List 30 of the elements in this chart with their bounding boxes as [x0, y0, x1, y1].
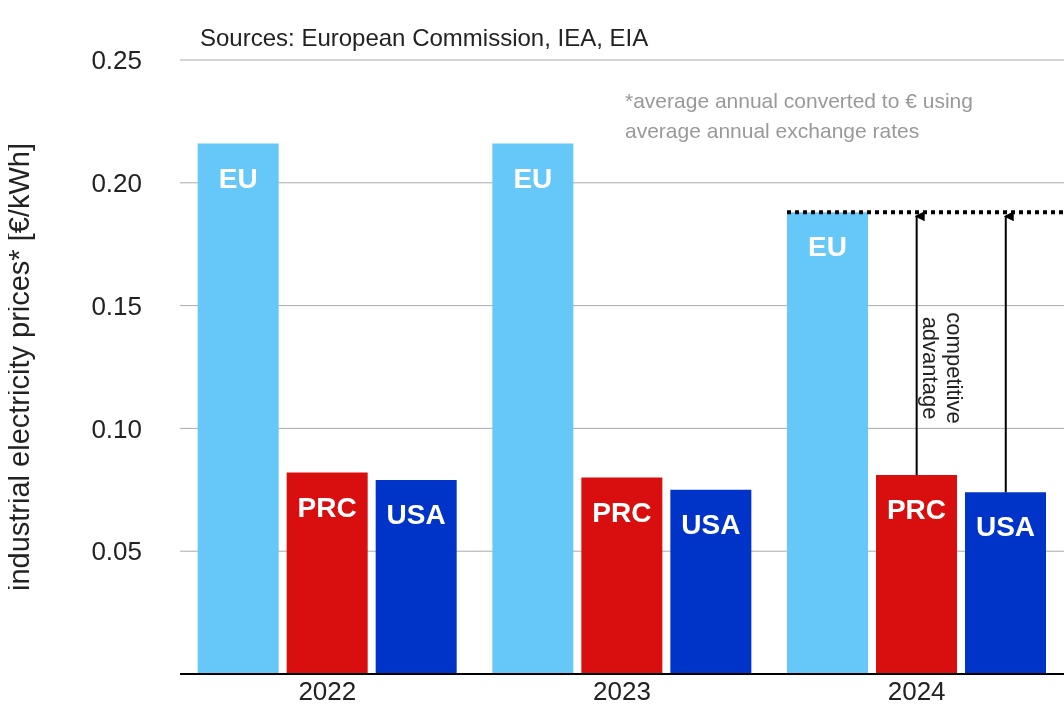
x-tick-label: 2022: [298, 676, 357, 707]
y-tick-label: 0.05: [91, 536, 142, 567]
text: PRC: [297, 491, 357, 523]
series-label: PRC: [592, 496, 652, 528]
y-tick-label: 0.15: [91, 290, 142, 321]
x-tick-label: 2024: [887, 676, 946, 707]
text: PRC: [886, 494, 947, 526]
bar: [492, 143, 574, 674]
y-axis-title: industrial electricity prices* [€/kWh]: [3, 142, 36, 592]
bar: [197, 143, 279, 674]
series-label: USA: [681, 508, 741, 540]
text: USA: [386, 498, 446, 530]
bar: [670, 489, 752, 674]
text: USA: [975, 511, 1036, 543]
bar: [286, 472, 368, 674]
text: EU: [513, 162, 553, 194]
y-tick-label: 0.10: [91, 413, 142, 444]
y-tick-label: 0.25: [91, 45, 142, 76]
source-note: Sources: European Commission, IEA, EIA: [200, 24, 649, 51]
series-label: EU: [218, 162, 258, 194]
bar: [965, 492, 1047, 674]
bar: [375, 479, 457, 674]
y-tick-label: 0.20: [91, 168, 142, 199]
bar: [876, 475, 958, 674]
bar: [787, 212, 869, 674]
bar: [581, 477, 663, 674]
x-tick-label: 2023: [593, 676, 651, 707]
annotation: competitive advantage: [917, 312, 967, 424]
annotation: *average annual converted to € using average annual exchange rates: [625, 89, 973, 142]
text: EU: [808, 231, 847, 263]
